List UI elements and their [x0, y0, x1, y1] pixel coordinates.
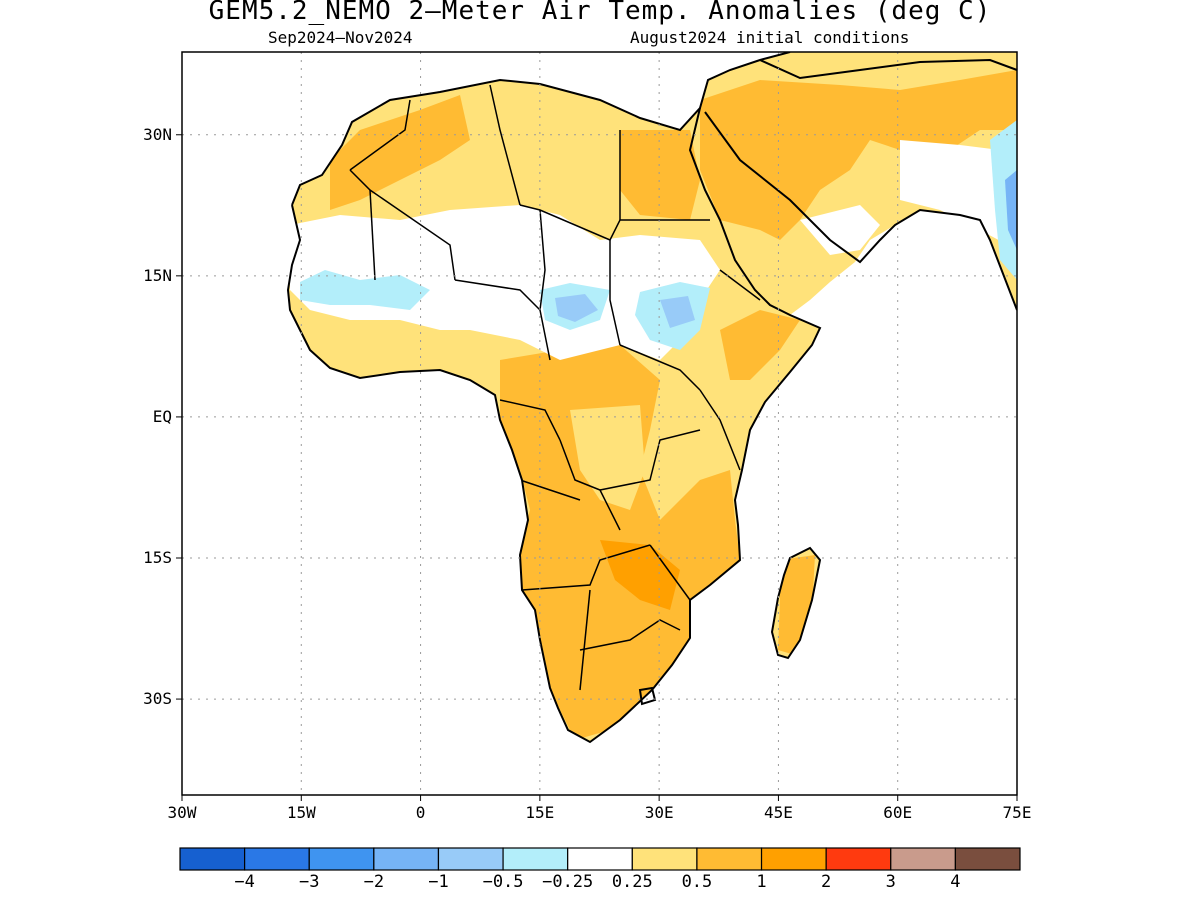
lat-tick-label: 15S: [143, 547, 172, 567]
lon-tick-label: 75E: [1002, 803, 1032, 822]
lon-tick-label: 15E: [525, 803, 555, 822]
colorbar-label: −1: [428, 872, 449, 892]
colorbar-label: 1: [756, 872, 767, 892]
lon-tick-label: 0: [415, 803, 426, 822]
colorbar-label: −4: [234, 872, 255, 892]
colorbar-swatch: [502, 847, 569, 871]
colorbar-swatch: [696, 847, 763, 871]
colorbar-label: 3: [885, 872, 896, 892]
map-title: GEM5.2_NEMO 2–Meter Air Temp. Anomalies …: [208, 0, 992, 26]
colorbar-swatch: [567, 847, 633, 871]
gridlines: [182, 52, 1017, 795]
colorbar-label: 4: [950, 872, 961, 892]
colorbar-swatch: [179, 847, 246, 871]
colorbar-label: −0.25: [542, 872, 594, 892]
initial-conditions: August2024 initial conditions: [630, 28, 910, 47]
colorbar-swatch: [244, 847, 310, 871]
forecast-period: Sep2024–Nov2024: [268, 28, 413, 47]
lon-tick-label: 30W: [167, 803, 197, 822]
lat-tick-label: 30N: [143, 124, 172, 144]
lat-tick-label: 30S: [143, 689, 172, 709]
colorbar-label: −2: [363, 872, 385, 892]
colorbar-label: −0.5: [482, 872, 524, 892]
colorbar-label: 2: [821, 872, 832, 892]
lon-tick-label: 30E: [644, 803, 674, 822]
lat-tick-label: 15N: [143, 265, 172, 285]
colorbar-label: −3: [298, 872, 320, 892]
colorbar-swatch: [760, 847, 827, 871]
lon-tick-label: 45E: [763, 803, 793, 822]
colorbar-swatch: [825, 847, 892, 871]
colorbar-swatch: [437, 847, 504, 871]
colorbar: [179, 847, 1021, 871]
lon-tick-label: 15W: [286, 803, 316, 822]
lat-tick-label: EQ: [152, 406, 172, 426]
map-frame: [181, 51, 1018, 796]
country-borders: [349, 84, 761, 691]
colorbar-swatch: [308, 847, 375, 871]
colorbar-swatch: [954, 847, 1021, 871]
colorbar-swatch: [373, 847, 440, 871]
colorbar-swatch: [631, 847, 698, 871]
colorbar-label: 0.25: [611, 872, 653, 892]
lon-tick-label: 60E: [883, 803, 913, 822]
colorbar-label: 0.5: [681, 872, 713, 892]
anomaly-shading: [288, 52, 1017, 742]
colorbar-swatch: [890, 847, 956, 871]
